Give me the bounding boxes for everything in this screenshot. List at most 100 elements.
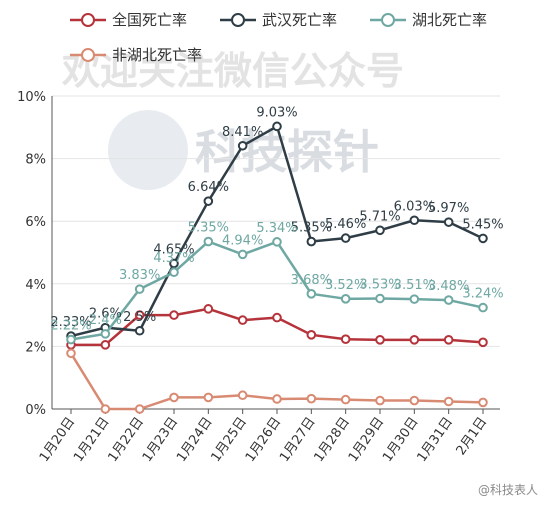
legend-label: 非湖北死亡率 (112, 46, 202, 64)
data-label: 2.4% (89, 313, 122, 328)
data-point (66, 334, 76, 345)
data-labels: 2.33%2.6% 2.5%4.65%6.64%8.41%9.03%5.35%5.… (50, 105, 503, 333)
data-point (409, 335, 420, 345)
data-point (409, 395, 420, 406)
data-point (203, 304, 214, 314)
data-label: 6.64% (188, 180, 229, 195)
data-point (237, 390, 248, 401)
data-label: 5.34% (256, 221, 297, 236)
data-point (443, 396, 454, 407)
series-group (66, 121, 488, 414)
y-tick-label: 6% (25, 215, 46, 230)
data-label: 4.94% (222, 233, 263, 248)
data-point (66, 348, 76, 359)
legend-marker-icon (381, 13, 395, 27)
legend-label: 武汉死亡率 (262, 11, 337, 29)
data-label: 6.03% (394, 199, 435, 214)
data-label: 4.65% (153, 242, 194, 257)
data-label: 5.97% (428, 201, 469, 216)
data-label: 3.24% (462, 287, 503, 302)
data-point (306, 330, 317, 340)
data-point (100, 329, 111, 339)
data-label: 3.83% (119, 268, 160, 283)
data-label: 5.45% (462, 217, 503, 232)
data-point (409, 215, 420, 226)
data-label: 3.68% (291, 273, 332, 288)
data-point (306, 289, 317, 299)
data-point (478, 397, 488, 408)
watermark-line2: 科技探针 (195, 125, 379, 179)
data-point (237, 249, 248, 260)
data-point (134, 284, 145, 294)
data-point (100, 404, 111, 414)
data-point (272, 394, 282, 404)
data-label: 3.52% (325, 278, 366, 293)
data-point (134, 325, 145, 336)
data-label: 2.33% (50, 315, 91, 330)
data-point (272, 312, 282, 323)
data-point (203, 392, 214, 403)
data-point (203, 196, 214, 206)
data-point (203, 236, 214, 247)
watermark-line1: 欢迎关注微信公众号 (61, 49, 404, 93)
data-label: 5.35% (291, 221, 332, 236)
data-label: 3.53% (359, 278, 400, 293)
data-point (409, 294, 420, 304)
data-point (340, 233, 351, 243)
data-label: 9.03% (256, 105, 297, 120)
y-tick-label: 8% (25, 153, 46, 168)
data-point (443, 335, 454, 345)
data-point (478, 233, 488, 244)
x-tick-label: 2月1日 (454, 415, 491, 458)
data-label: 2.22% (50, 319, 91, 334)
data-point (100, 340, 111, 350)
data-point (306, 236, 317, 247)
data-point (443, 217, 454, 227)
data-point (169, 258, 179, 269)
data-label: 4.37% (153, 251, 194, 266)
y-tick-label: 4% (25, 278, 46, 293)
watermark-logo-icon (108, 110, 188, 190)
data-point (169, 310, 179, 320)
data-point (478, 302, 488, 313)
legend-label: 湖北死亡率 (412, 11, 487, 29)
signature: @科技表人 (478, 483, 538, 497)
data-label: 3.48% (428, 279, 469, 294)
data-point (375, 335, 385, 345)
data-point (134, 310, 145, 320)
data-point (340, 334, 351, 345)
data-point (169, 392, 179, 403)
data-point (375, 293, 385, 304)
data-point (375, 395, 385, 406)
data-point (134, 404, 145, 414)
data-label: 5.46% (325, 217, 366, 232)
legend-marker-icon (81, 13, 95, 27)
data-label: 8.41% (222, 125, 263, 140)
data-point (169, 267, 179, 278)
y-tick-label: 2% (25, 340, 46, 355)
x-tick-label: 1月31日 (415, 415, 456, 465)
data-point (306, 393, 317, 404)
legend-label: 全国死亡率 (112, 11, 187, 29)
y-tick-label: 0% (25, 403, 46, 418)
data-point (272, 121, 282, 132)
data-point (237, 315, 248, 325)
data-point (443, 295, 454, 305)
data-label: 2.5% (123, 310, 156, 325)
data-point (478, 337, 488, 348)
data-point (237, 140, 248, 151)
y-tick-label: 10% (17, 90, 46, 105)
data-point (272, 237, 282, 247)
data-point (375, 225, 385, 236)
data-label: 2.6% (89, 307, 122, 322)
data-label: 5.35% (188, 221, 229, 236)
data-point (340, 294, 351, 304)
data-label: 5.71% (359, 209, 400, 224)
legend-marker-icon (81, 48, 95, 62)
data-point (340, 394, 351, 405)
data-label: 3.51% (394, 278, 435, 293)
legend-marker-icon (231, 13, 245, 27)
